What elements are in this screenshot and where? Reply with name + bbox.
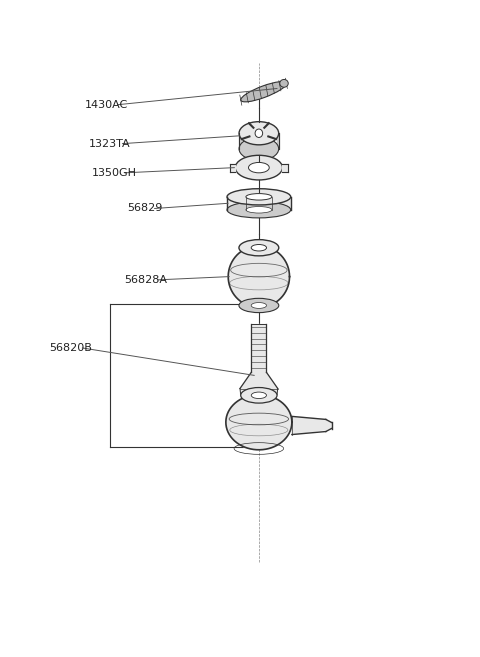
Text: 56829: 56829 <box>127 204 162 214</box>
Text: 56820B: 56820B <box>49 343 92 353</box>
Text: 1350GH: 1350GH <box>91 168 136 178</box>
Polygon shape <box>239 133 241 149</box>
Polygon shape <box>282 164 288 171</box>
Ellipse shape <box>251 392 266 399</box>
Polygon shape <box>240 373 278 388</box>
Polygon shape <box>229 164 235 171</box>
Ellipse shape <box>239 137 279 160</box>
Text: 1323TA: 1323TA <box>89 139 131 148</box>
Ellipse shape <box>227 189 291 205</box>
Ellipse shape <box>255 129 263 137</box>
Polygon shape <box>292 417 332 434</box>
Ellipse shape <box>239 240 279 256</box>
Polygon shape <box>276 133 279 149</box>
Polygon shape <box>252 324 266 373</box>
Polygon shape <box>226 395 292 450</box>
Ellipse shape <box>239 298 279 313</box>
Text: 56828A: 56828A <box>124 275 168 285</box>
Ellipse shape <box>241 81 287 102</box>
Polygon shape <box>227 197 291 210</box>
Ellipse shape <box>227 202 291 218</box>
Ellipse shape <box>280 79 288 87</box>
Polygon shape <box>240 388 278 396</box>
Ellipse shape <box>246 206 272 213</box>
Ellipse shape <box>239 122 279 145</box>
Ellipse shape <box>246 194 272 200</box>
Ellipse shape <box>240 388 277 403</box>
Ellipse shape <box>235 155 282 180</box>
Ellipse shape <box>251 244 266 251</box>
Ellipse shape <box>251 303 266 308</box>
Ellipse shape <box>249 162 269 173</box>
Text: 1430AC: 1430AC <box>84 100 128 110</box>
Polygon shape <box>228 246 289 307</box>
